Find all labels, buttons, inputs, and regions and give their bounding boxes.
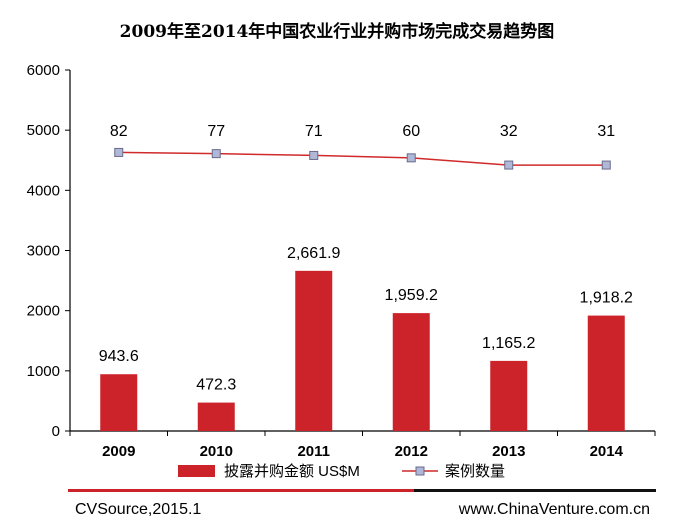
footer-source: CVSource,2015.1 <box>75 501 201 518</box>
line-point <box>406 153 416 163</box>
x-category-labels: 2009 2010 2011 2012 2013 2014 <box>69 431 656 460</box>
x-category-label: 2012 <box>395 443 428 460</box>
y-tick-label: 3000 <box>27 243 60 260</box>
line-data-label: 32 <box>500 123 518 140</box>
line-data-label: 77 <box>207 123 225 140</box>
bar-data-label: 2,661.9 <box>287 245 340 262</box>
line-data-label: 31 <box>597 123 615 140</box>
y-tick-label: 6000 <box>27 62 60 79</box>
bar <box>197 402 235 431</box>
footer-rule-red <box>68 489 414 492</box>
x-category-label: 2009 <box>102 443 135 460</box>
legend-line-marker <box>415 466 425 476</box>
y-tick-label: 2000 <box>27 303 60 320</box>
line-point <box>309 150 319 160</box>
bar <box>100 374 138 431</box>
bar-data-label: 472.3 <box>196 377 236 394</box>
x-category-label: 2014 <box>590 443 624 460</box>
bar <box>587 315 625 431</box>
footer-url: www.ChinaVenture.com.cn <box>458 501 650 518</box>
bar-data-label: 943.6 <box>99 348 139 365</box>
footer-rule-black <box>414 489 656 492</box>
line-path <box>118 151 607 166</box>
bar <box>392 313 430 431</box>
chart-title: 2009年至2014年中国农业行业并购市场完成交易趋势图 <box>120 21 555 42</box>
y-tick-label: 4000 <box>27 182 60 199</box>
legend-line-label: 案例数量 <box>445 462 505 480</box>
line-point <box>504 160 514 170</box>
bar-series <box>100 270 625 431</box>
x-category-label: 2010 <box>200 443 233 460</box>
line-data-label: 82 <box>110 123 128 140</box>
y-tick-label: 0 <box>52 423 60 440</box>
y-tick-label: 5000 <box>27 122 60 139</box>
y-tick-labels: 0 1000 2000 3000 4000 5000 6000 <box>27 62 70 440</box>
y-tick-label: 1000 <box>27 363 60 380</box>
line-data-label: 60 <box>402 123 420 140</box>
x-category-label: 2013 <box>492 443 525 460</box>
bar-data-label: 1,165.2 <box>482 335 535 352</box>
x-category-label: 2011 <box>297 443 330 460</box>
line-point <box>211 149 221 159</box>
legend-bar-swatch <box>178 465 215 477</box>
bar <box>295 270 333 431</box>
bar-data-label: 1,959.2 <box>385 287 438 304</box>
line-series <box>114 147 611 170</box>
bar <box>490 360 528 431</box>
line-data-label: 71 <box>305 123 323 140</box>
bar-data-label: 1,918.2 <box>580 290 633 307</box>
line-point <box>114 147 124 157</box>
bar-data-labels: 943.6 472.3 2,661.9 1,959.2 1,165.2 1,918.2 <box>99 245 633 394</box>
line-point <box>601 160 611 170</box>
legend-bar-label: 披露并购金额 US$M <box>224 463 360 480</box>
line-data-labels: 82 77 71 60 32 31 <box>110 123 615 140</box>
